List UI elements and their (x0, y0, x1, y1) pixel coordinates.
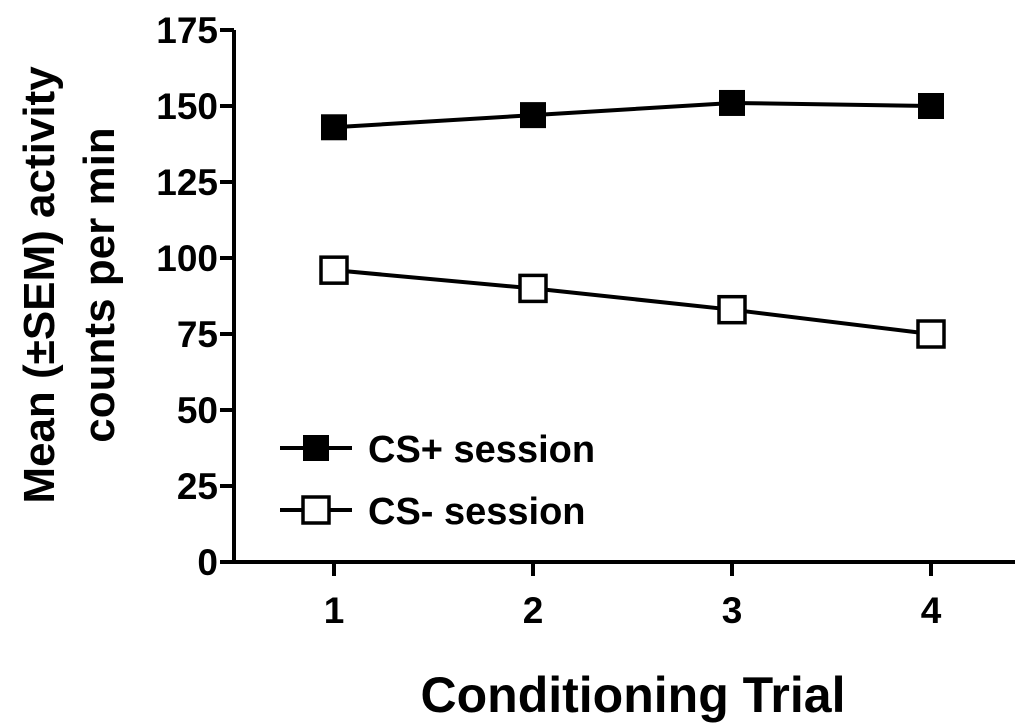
legend-item-2: CS- session (280, 491, 586, 533)
y-axis-title-line-2: counts per min (75, 127, 124, 442)
legend-marker-1 (303, 435, 329, 461)
legend-label-1: CS+ session (368, 429, 595, 471)
x-tick-label-3: 3 (722, 590, 743, 631)
series-1-point-3 (719, 89, 745, 116)
legend-marker-2 (301, 495, 331, 525)
y-axis-title: Mean (±SEM) activity counts per min (15, 66, 124, 504)
y-tick-label-125: 125 (156, 162, 218, 203)
series-2-point-1 (319, 255, 349, 285)
y-tick-label-50: 50 (177, 390, 218, 431)
y-tick-label-75: 75 (177, 314, 218, 355)
series-1-point-1 (321, 114, 347, 141)
x-tick-label-2: 2 (523, 590, 544, 631)
y-axis-title-line-1: Mean (±SEM) activity (15, 66, 64, 504)
y-tick-label-0: 0 (197, 542, 218, 583)
series-1-point-4 (918, 93, 944, 119)
axes: 0 25 50 75 100 125 150 175 1 2 3 4 (156, 10, 1015, 631)
x-axis-title: Conditioning Trial (421, 667, 846, 723)
x-tick-label-4: 4 (921, 590, 942, 631)
y-tick-label-175: 175 (156, 10, 218, 51)
legend: CS+ session CS- session (280, 429, 595, 533)
series-2-point-3 (717, 294, 747, 325)
series-1 (321, 89, 944, 141)
series-2-line (333, 268, 932, 336)
legend-item-1: CS+ session (280, 429, 595, 471)
x-tick-label-1: 1 (324, 590, 345, 631)
series-1-line (333, 100, 932, 130)
series-2-point-2 (518, 273, 548, 304)
series-layer (319, 89, 946, 349)
legend-label-2: CS- session (368, 491, 586, 533)
series-2 (319, 255, 946, 349)
y-tick-label-100: 100 (156, 238, 218, 279)
y-tick-label-150: 150 (156, 86, 218, 127)
series-1-point-2 (520, 102, 546, 129)
y-tick-label-25: 25 (177, 466, 218, 507)
series-2-point-4 (916, 319, 946, 349)
